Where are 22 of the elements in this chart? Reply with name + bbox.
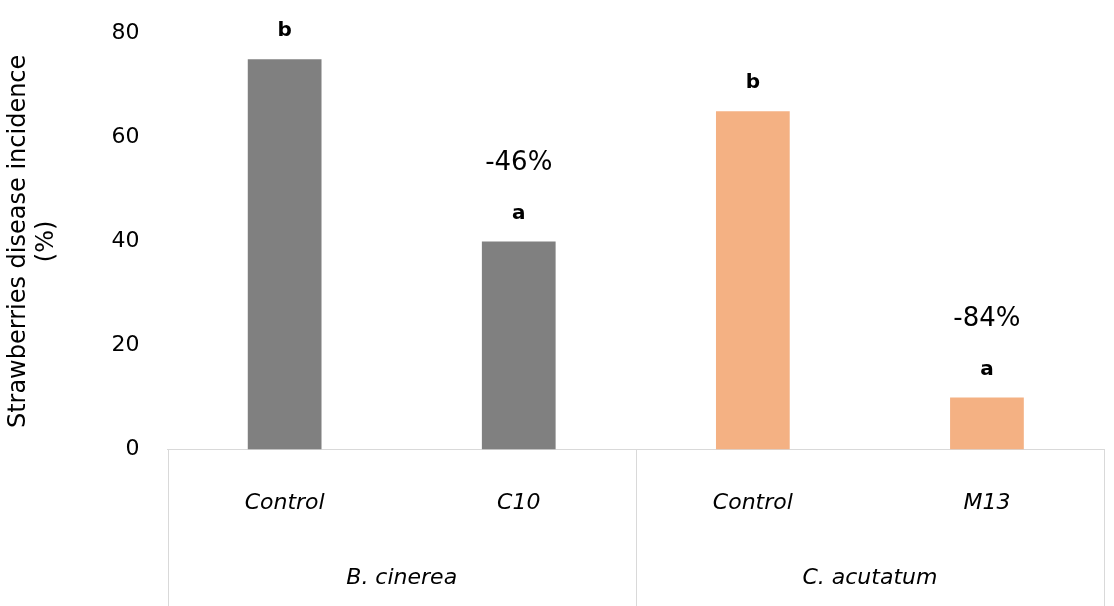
y-tick-label: 20 [111,331,140,357]
annotation: -84% [953,302,1021,333]
x-tick-label: C10 [497,488,541,514]
x-tick-label: Control [712,488,793,514]
text: B. cinerea [346,563,458,589]
bar [481,241,556,450]
x-tick-label: Control [244,488,325,514]
x-tick-label: M13 [963,488,1011,514]
y-tick-label: 60 [111,123,140,149]
data-label: b [277,17,292,42]
bar [950,397,1024,450]
text: C. acutatum [802,563,938,589]
bar [247,59,322,450]
bar [715,111,790,450]
data-label: b [745,69,761,94]
y-tick-label: 80 [111,18,140,44]
y-tick-label: 0 [125,435,140,461]
y-axis-title: Strawberries disease incidence (%) [2,54,60,429]
annotation: -46% [485,146,553,177]
data-label: a [980,355,994,380]
data-label: a [512,199,526,224]
y-tick-label: 40 [111,227,140,253]
